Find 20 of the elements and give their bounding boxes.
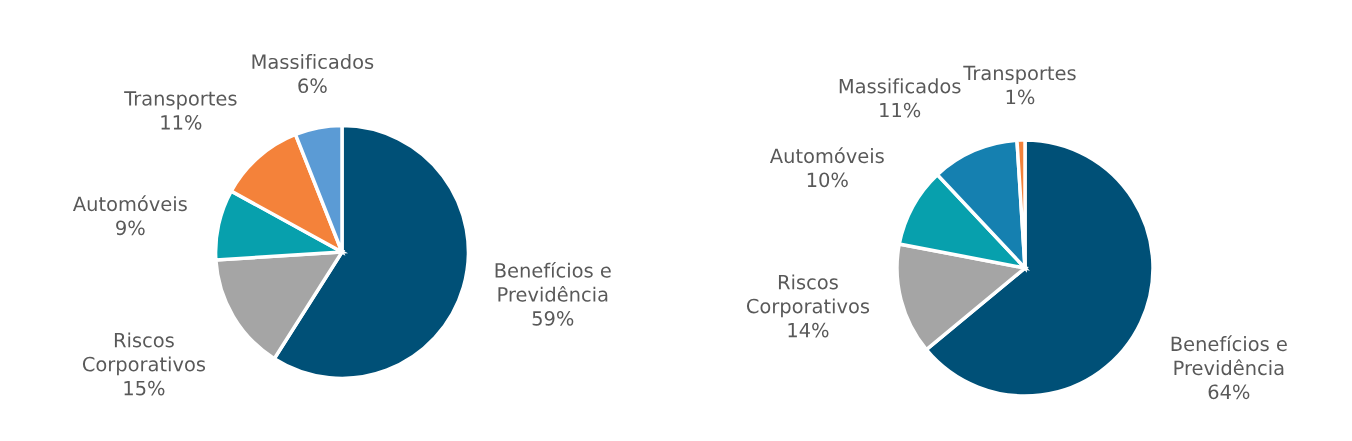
slice-label: Benefícios e Previdência <box>1171 335 1287 376</box>
slice-label: Benefícios e Previdência <box>495 261 611 302</box>
data-label: 6% <box>298 78 327 94</box>
data-label: 59% <box>532 311 574 326</box>
data-label: 1% <box>1006 89 1035 105</box>
data-label: 11% <box>880 102 921 118</box>
slice-label: Automóveis <box>769 147 884 164</box>
data-label: 14% <box>788 322 829 338</box>
data-label: 9% <box>116 220 145 236</box>
slice-label: Riscos Corporativos <box>82 332 206 376</box>
slice-label: Riscos Corporativos <box>746 274 870 318</box>
data-label: 64% <box>1208 384 1250 400</box>
slice-label: Transportes <box>124 91 237 110</box>
data-label: 11% <box>161 115 202 130</box>
slice-label: Transportes <box>963 65 1076 85</box>
data-label: 10% <box>807 172 848 188</box>
slice-label: Massificados <box>252 53 374 70</box>
slice-label: Automóveis <box>72 195 187 212</box>
slice-label: Massificados <box>839 78 961 94</box>
data-label: 15% <box>124 380 165 396</box>
